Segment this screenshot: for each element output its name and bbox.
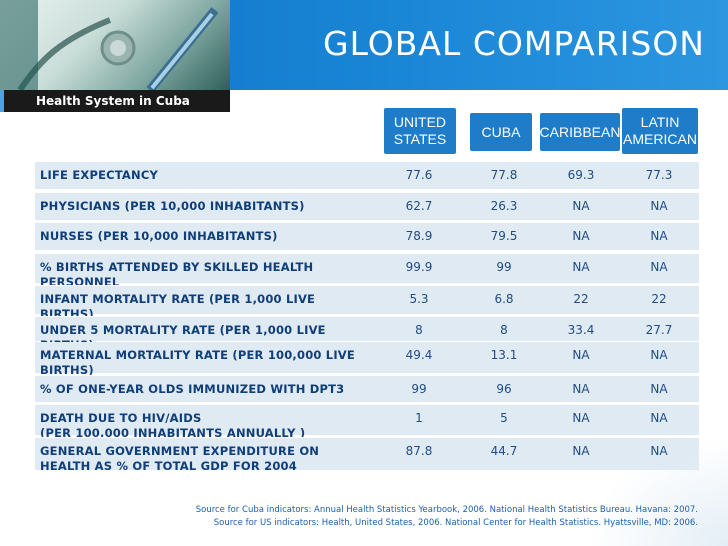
cell-value: NA bbox=[572, 444, 590, 458]
header-banner: GLOBAL COMPARISON bbox=[0, 0, 728, 90]
table-row: LIFE EXPECTANCY 77.6 77.8 69.3 77.3 bbox=[35, 162, 699, 189]
row-label-line: (PER 100,000 INHABITANTS ANNUALLY ) bbox=[40, 426, 306, 437]
row-label: LIFE EXPECTANCY bbox=[40, 168, 380, 191]
table-row: NURSES (PER 10,000 INHABITANTS) 78.9 79.5 N… bbox=[35, 223, 699, 250]
cell-value: 99.9 bbox=[405, 260, 433, 274]
cell-value: 77.6 bbox=[405, 168, 433, 182]
cell-value: 13.1 bbox=[490, 348, 518, 362]
table-row: INFANT MORTALITY RATE (PER 1,000 LIVE BIR… bbox=[35, 286, 699, 316]
table-row: DEATH DUE TO HIV/AIDS (PER 100,000 INHABI… bbox=[35, 405, 699, 437]
cell-value: 99 bbox=[411, 382, 427, 396]
cell-value: 99 bbox=[496, 260, 512, 274]
cell-value: 49.4 bbox=[405, 348, 433, 362]
row-label-line: INFANT MORTALITY RATE (PER 1,000 LIVE bbox=[40, 292, 316, 306]
cell-value: 78.9 bbox=[405, 229, 433, 243]
table-row: GENERAL GOVERNMENT EXPENDITURE ON HEALTH … bbox=[35, 438, 699, 472]
row-label-line: PHYSICIANS (PER 10,000 INHABITANTS) bbox=[40, 199, 305, 213]
cell-value: NA bbox=[650, 229, 668, 243]
cell-value: 79.5 bbox=[490, 229, 518, 243]
row-label-line: BIRTHS) bbox=[40, 363, 94, 375]
row-label-line: % OF ONE-YEAR OLDS IMMUNIZED WITH DPT3 bbox=[40, 382, 345, 396]
accent-line bbox=[0, 90, 4, 112]
cell-value: NA bbox=[572, 411, 590, 425]
table-row: % OF ONE-YEAR OLDS IMMUNIZED WITH DPT3 99… bbox=[35, 376, 699, 402]
cell-value: 22 bbox=[573, 292, 589, 306]
subtitle: Health System in Cuba bbox=[36, 94, 190, 108]
cell-value: 87.8 bbox=[405, 444, 433, 458]
column-header-line: CUBA bbox=[481, 123, 521, 140]
cell-value: 33.4 bbox=[567, 323, 595, 337]
row-label-line: LIFE EXPECTANCY bbox=[40, 168, 159, 182]
cell-value: NA bbox=[572, 229, 590, 243]
cell-value: 22 bbox=[651, 292, 667, 306]
row-label-line: HEALTH AS % OF TOTAL GDP FOR 2004 bbox=[40, 459, 297, 472]
subtitle-bar: Health System in Cuba bbox=[0, 90, 230, 112]
column-header-caribbean: CARIBBEAN bbox=[540, 113, 620, 151]
row-label: GENERAL GOVERNMENT EXPENDITURE ON HEALTH … bbox=[40, 444, 380, 472]
row-label: UNDER 5 MORTALITY RATE (PER 1,000 LIVEBI… bbox=[40, 323, 380, 343]
cell-value: 8 bbox=[415, 323, 423, 337]
cell-value: 96 bbox=[496, 382, 512, 396]
cell-value: 26.3 bbox=[490, 199, 518, 213]
cell-value: 44.7 bbox=[490, 444, 518, 458]
column-header-line: AMERICAN bbox=[623, 131, 697, 147]
cell-value: NA bbox=[572, 199, 590, 213]
column-header-line: STATES bbox=[393, 131, 447, 147]
row-label: MATERNAL MORTALITY RATE (PER 100,000 LIV… bbox=[40, 348, 380, 375]
column-header-latin-american: LATIN AMERICAN bbox=[622, 108, 698, 154]
page-title: GLOBAL COMPARISON bbox=[323, 24, 705, 63]
cell-value: NA bbox=[650, 199, 668, 213]
decorative-gradient bbox=[588, 436, 728, 546]
column-header-cuba: CUBA bbox=[470, 113, 532, 151]
medical-photo bbox=[0, 0, 230, 90]
row-label-line: MATERNAL MORTALITY RATE (PER 100,000 LIV… bbox=[40, 348, 355, 362]
table-row: PHYSICIANS (PER 10,000 INHABITANTS) 62.7 2… bbox=[35, 193, 699, 220]
cell-value: 1 bbox=[415, 411, 423, 425]
stethoscope-syringe-icon bbox=[0, 0, 219, 90]
row-label-line: PERSONNEL bbox=[40, 275, 120, 285]
cell-value: NA bbox=[572, 260, 590, 274]
cell-value: NA bbox=[650, 260, 668, 274]
row-label-line: BIRTHS) bbox=[40, 307, 94, 316]
table-row: UNDER 5 MORTALITY RATE (PER 1,000 LIVEBI… bbox=[35, 317, 699, 343]
cell-value: NA bbox=[650, 411, 668, 425]
cell-value: 8 bbox=[500, 323, 508, 337]
row-label-line: GENERAL GOVERNMENT EXPENDITURE ON bbox=[40, 444, 320, 458]
cell-value: NA bbox=[572, 348, 590, 362]
row-label: INFANT MORTALITY RATE (PER 1,000 LIVE BIR… bbox=[40, 292, 380, 316]
source-note: Source for US indicators: Health, United… bbox=[213, 518, 698, 528]
cell-value: 77.3 bbox=[645, 168, 673, 182]
column-header-line: UNITED bbox=[393, 114, 447, 130]
row-label-line: UNDER 5 MORTALITY RATE (PER 1,000 LIVE bbox=[40, 323, 326, 337]
table-row: % BIRTHS ATTENDED BY SKILLED HEALTH PERSO… bbox=[35, 254, 699, 285]
cell-value: 69.3 bbox=[567, 168, 595, 182]
cell-value: 62.7 bbox=[405, 199, 433, 213]
cell-value: NA bbox=[572, 382, 590, 396]
row-label: DEATH DUE TO HIV/AIDS (PER 100,000 INHABI… bbox=[40, 411, 380, 437]
row-label-line: BIRTHS) bbox=[40, 338, 380, 343]
cell-value: 6.8 bbox=[494, 292, 514, 306]
column-header-line: LATIN bbox=[640, 114, 680, 130]
cell-value: 27.7 bbox=[645, 323, 673, 337]
row-label-line: DEATH DUE TO HIV/AIDS bbox=[40, 411, 202, 425]
cell-value: NA bbox=[650, 348, 668, 362]
row-label-line: % BIRTHS ATTENDED BY SKILLED HEALTH bbox=[40, 260, 314, 274]
row-label: % BIRTHS ATTENDED BY SKILLED HEALTH PERSO… bbox=[40, 260, 380, 285]
row-label-line: NURSES (PER 10,000 INHABITANTS) bbox=[40, 229, 278, 243]
cell-value: 5.3 bbox=[409, 292, 429, 306]
cell-value: 77.8 bbox=[490, 168, 518, 182]
column-header-line: CARIBBEAN bbox=[540, 123, 620, 140]
row-label: NURSES (PER 10,000 INHABITANTS) bbox=[40, 229, 380, 252]
cell-value: 5 bbox=[500, 411, 508, 425]
row-label: % OF ONE-YEAR OLDS IMMUNIZED WITH DPT3 bbox=[40, 382, 380, 404]
table-row: MATERNAL MORTALITY RATE (PER 100,000 LIV… bbox=[35, 342, 699, 375]
column-header-united-states: UNITED STATES bbox=[384, 108, 456, 154]
source-note: Source for Cuba indicators: Annual Healt… bbox=[195, 505, 698, 515]
row-label: PHYSICIANS (PER 10,000 INHABITANTS) bbox=[40, 199, 380, 222]
cell-value: NA bbox=[650, 382, 668, 396]
